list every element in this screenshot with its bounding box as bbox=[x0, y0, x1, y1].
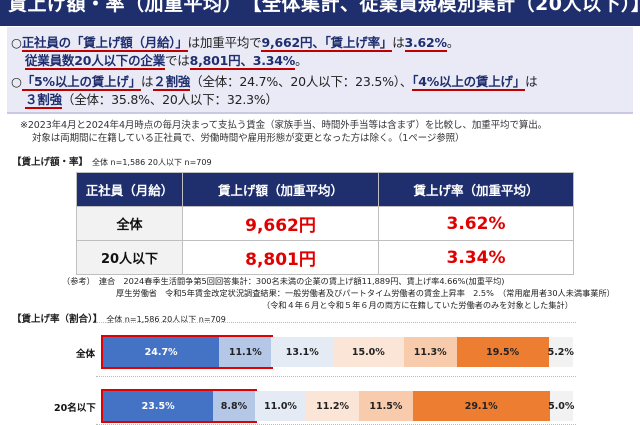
table-row: 全体 9,662円 3.62% bbox=[76, 206, 574, 241]
section-sample-size: 全体 n=1,586 20人以下 n=709 bbox=[92, 158, 212, 167]
summary-rate-total: 3.62% bbox=[404, 35, 447, 52]
bar-segment: 5.0% bbox=[548, 391, 575, 421]
summary-line-2: 従業員数20人以下の企業では8,801円、3.34%。 bbox=[25, 50, 308, 70]
bar-row-label: 全体 bbox=[76, 349, 96, 360]
bullet: ○ bbox=[11, 74, 22, 89]
summary-box: ○正社員の「賃上げ額（月給）」は加重平均で9,662円、「賃上げ率」は3.62%… bbox=[7, 27, 633, 114]
bar-segment-label: 23.5% bbox=[141, 400, 175, 412]
grid-line bbox=[96, 322, 576, 323]
row-label: 20人以下 bbox=[76, 240, 183, 275]
reference-line-2: 厚生労働省 令和5年賃金改定状況調査結果：一般労働者及びパートタイム労働者の賃金… bbox=[116, 288, 615, 298]
bar-segment-label: 13.1% bbox=[285, 346, 319, 358]
bar-segment-label: 11.5% bbox=[369, 400, 403, 412]
summary-text: では bbox=[165, 53, 190, 68]
bar-segment-label: 11.1% bbox=[228, 346, 262, 358]
stacked-bar-total: 24.7% 11.1% 13.1% 15.0% 11.3% 19.5% 5.2% bbox=[101, 335, 574, 369]
table-header: 正社員（月給） bbox=[76, 172, 183, 207]
summary-text: は bbox=[140, 74, 154, 89]
bar-segment-label: 15.0% bbox=[351, 346, 385, 358]
bar-segment-label: 8.8% bbox=[220, 400, 248, 412]
section-sample-size: 全体 n=1,586 20人以下 n=709 bbox=[106, 315, 226, 324]
wage-amount: 8,801円 bbox=[182, 240, 379, 275]
bar-segment-label: 19.5% bbox=[486, 346, 520, 358]
summary-text: 。 bbox=[446, 35, 460, 50]
summary-line-1: ○正社員の「賃上げ額（月給）」は加重平均で9,662円、「賃上げ率」は3.62%… bbox=[11, 32, 460, 52]
bar-segment: 23.5% bbox=[103, 391, 214, 421]
summary-term-5pct: 「5%以上の賃上げ」 bbox=[21, 74, 141, 91]
summary-text: は加重平均で bbox=[187, 35, 262, 50]
summary-term-wage-amount: 正社員の「賃上げ額（月給）」 bbox=[21, 35, 188, 52]
table-header: 賃上げ率（加重平均） bbox=[378, 172, 574, 207]
bar-segment: 11.2% bbox=[306, 391, 359, 421]
summary-text: 。 bbox=[295, 53, 308, 68]
bar-segment-label: 5.0% bbox=[548, 400, 575, 412]
summary-small-values: 8,801円、3.34% bbox=[189, 53, 296, 70]
bar-row-label: 20名以下 bbox=[54, 403, 96, 414]
bar-segment-label: 24.7% bbox=[144, 346, 178, 358]
wage-table: 正社員（月給） 賃上げ額（加重平均） 賃上げ率（加重平均） 全体 9,662円 … bbox=[76, 172, 574, 275]
bar-segment: 11.3% bbox=[403, 337, 457, 367]
section-title: 【賃上げ率（割合）】 bbox=[12, 314, 103, 325]
reference-line-1: （参考） 連合 2024春季生活闘争第5回回答集計：300名未満の企業の賃上げ額… bbox=[62, 276, 505, 286]
wage-rate: 3.62% bbox=[378, 206, 574, 241]
bar-segment-label: 5.2% bbox=[547, 346, 574, 358]
summary-term-wage-rate: 、「賃上げ率」 bbox=[312, 35, 393, 52]
summary-line-4: ３割強（全体：35.8%、20人以下：32.3%） bbox=[25, 89, 278, 109]
bar-segment: 11.1% bbox=[219, 337, 272, 367]
grid-line bbox=[96, 376, 576, 377]
summary-text: （全体：24.7%、20人以下：23.5%）、 bbox=[190, 74, 413, 89]
section-label-rate-share: 【賃上げ率（割合）】 全体 n=1,586 20人以下 n=709 bbox=[12, 311, 226, 325]
page-title: 賃上げ額・率（加重平均） 【全体集計、従業員規模別集計（20人以下）】 bbox=[8, 0, 640, 15]
row-label: 全体 bbox=[76, 206, 183, 241]
wage-amount: 9,662円 bbox=[182, 206, 379, 241]
stacked-bar-small: 23.5% 8.8% 11.0% 11.2% 11.5% 29.1% 5.0% bbox=[101, 389, 575, 423]
note-line-1: ※2023年4月と2024年4月時点の毎月決まって支払う賃金（家族手当、時間外手… bbox=[20, 120, 548, 131]
bar-segment: 5.2% bbox=[547, 337, 574, 367]
section-title: 【賃上げ額・率】 bbox=[12, 157, 89, 168]
summary-term-small-company: 従業員数20人以下の企業 bbox=[25, 53, 165, 70]
summary-text: は bbox=[525, 74, 538, 89]
summary-line-3: ○「5%以上の賃上げ」は２割強（全体：24.7%、20人以下：23.5%）、「4… bbox=[11, 71, 538, 91]
table-row: 20人以下 8,801円 3.34% bbox=[76, 240, 574, 275]
bar-segment: 8.8% bbox=[213, 391, 255, 421]
summary-4pct-share: ３割強 bbox=[25, 92, 62, 109]
title-bar: 賃上げ額・率（加重平均） 【全体集計、従業員規模別集計（20人以下）】 bbox=[0, 0, 640, 26]
summary-5pct-share: ２割強 bbox=[153, 74, 191, 91]
bar-segment-label: 29.1% bbox=[464, 400, 498, 412]
note-line-2: 対象は両期間に在籍している正社員で、労働時間や雇用形態が変更となった方は除く。（… bbox=[32, 133, 465, 144]
bar-segment: 15.0% bbox=[333, 337, 404, 367]
bar-segment: 13.1% bbox=[271, 337, 334, 367]
bar-segment-label: 11.2% bbox=[316, 400, 350, 412]
bullet: ○ bbox=[11, 35, 22, 50]
summary-text: （全体：35.8%、20人以下：32.3%） bbox=[61, 92, 278, 107]
bar-segment: 24.7% bbox=[103, 337, 220, 367]
summary-amount-total: 9,662円 bbox=[261, 35, 313, 52]
bar-segment-label: 11.0% bbox=[263, 400, 297, 412]
summary-term-4pct: 「4%以上の賃上げ」 bbox=[412, 74, 526, 91]
wage-rate: 3.34% bbox=[378, 240, 574, 275]
table-header: 賃上げ額（加重平均） bbox=[182, 172, 379, 207]
summary-text: は bbox=[392, 35, 405, 50]
bar-segment-label: 11.3% bbox=[413, 346, 447, 358]
bar-segment: 19.5% bbox=[456, 337, 549, 367]
reference-line-3: （令和４年６月と令和５年６月の両方に在籍していた労働者のみを対象とした集計） bbox=[262, 300, 573, 310]
section-label-wage: 【賃上げ額・率】 全体 n=1,586 20人以下 n=709 bbox=[12, 154, 212, 168]
table-header-row: 正社員（月給） 賃上げ額（加重平均） 賃上げ率（加重平均） bbox=[76, 172, 574, 207]
bar-segment: 29.1% bbox=[412, 391, 550, 421]
bar-segment: 11.0% bbox=[254, 391, 307, 421]
bar-segment: 11.5% bbox=[358, 391, 413, 421]
